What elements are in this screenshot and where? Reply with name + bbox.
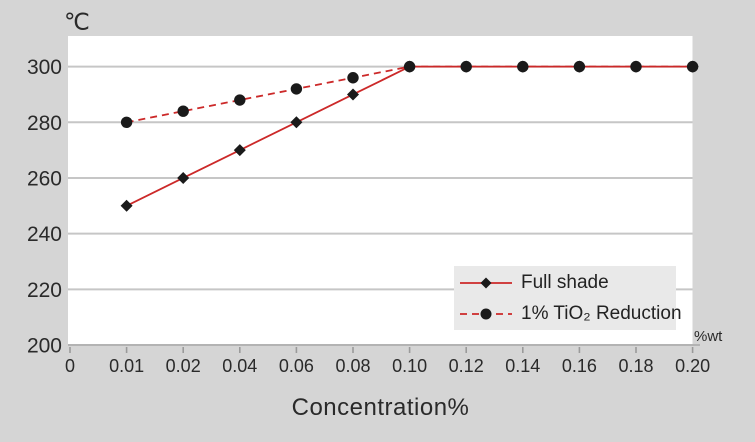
x-tick-label: 0.16 — [562, 356, 597, 376]
x-axis-unit-label: %wt — [694, 328, 723, 345]
x-tick-label: 0.08 — [335, 356, 370, 376]
data-point-circle — [630, 60, 642, 73]
x-tick-label: 0.14 — [505, 356, 540, 376]
solid-line-diamond-marker-icon — [460, 277, 512, 288]
data-point-diamond — [290, 116, 303, 129]
legend: Full shade 1% TiO₂ Reduction — [454, 266, 682, 330]
x-tick-label: 0.18 — [618, 356, 653, 376]
legend-item-full-shade: Full shade — [460, 269, 676, 296]
legend-label-full-shade: Full shade — [521, 271, 609, 293]
data-point-circle — [120, 116, 133, 128]
x-tick-label: 0.20 — [675, 356, 710, 376]
x-tick-label: 0.12 — [449, 356, 484, 376]
dashed-line-circle-marker-icon — [460, 308, 512, 319]
y-tick-label: 240 — [27, 223, 62, 246]
x-axis-title: Concentration% — [291, 394, 470, 421]
data-point-circle — [686, 60, 699, 73]
x-tick-label: 0 — [65, 356, 75, 376]
y-tick-label: 280 — [27, 112, 62, 135]
x-tick-label: 0.06 — [279, 356, 314, 376]
data-point-diamond — [177, 171, 190, 184]
y-tick-label: 300 — [27, 56, 62, 79]
data-point-circle — [234, 94, 246, 106]
legend-item-tio2-reduction: 1% TiO₂ Reduction — [460, 300, 682, 327]
y-tick-label: 260 — [27, 167, 62, 190]
x-tick-label: 0.01 — [109, 356, 144, 376]
x-tick-label: 0.02 — [166, 356, 201, 376]
data-point-circle — [573, 60, 586, 73]
data-point-circle — [403, 60, 416, 73]
legend-label-tio2-reduction: 1% TiO₂ Reduction — [521, 302, 682, 324]
data-point-circle — [177, 105, 189, 117]
y-tick-label: 200 — [27, 335, 62, 358]
data-point-circle — [290, 83, 303, 95]
x-tick-label: 0.04 — [222, 356, 257, 376]
y-tick-label: 220 — [27, 279, 62, 302]
y-axis-unit-label: ℃ — [64, 9, 90, 35]
data-point-circle — [517, 60, 529, 73]
data-point-circle — [460, 60, 472, 73]
data-point-circle — [347, 72, 359, 84]
x-tick-label: 0.10 — [392, 356, 427, 376]
data-point-diamond — [120, 199, 133, 212]
data-point-diamond — [347, 88, 359, 101]
data-point-diamond — [233, 144, 246, 157]
